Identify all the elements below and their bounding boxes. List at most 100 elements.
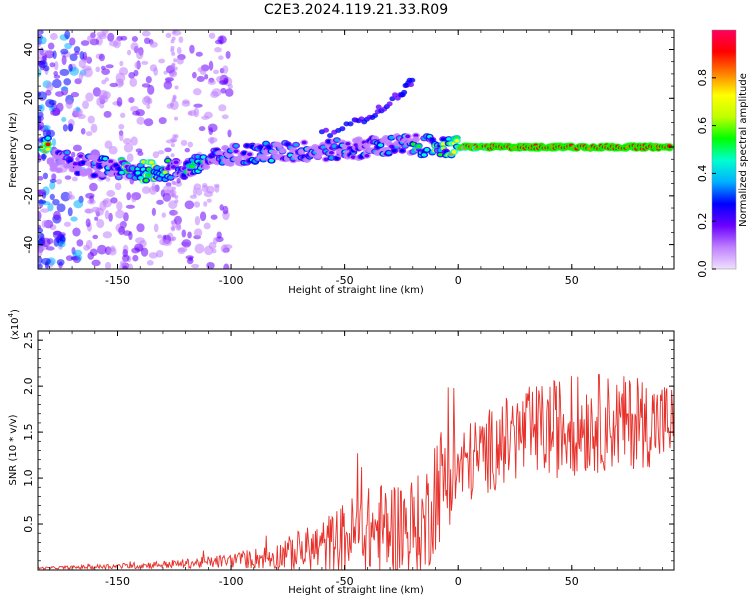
noise-point xyxy=(105,176,111,182)
noise-point xyxy=(38,189,47,196)
ridge-point xyxy=(266,145,272,149)
noise-point xyxy=(87,115,95,124)
noise-point xyxy=(157,150,165,155)
noise-point xyxy=(141,30,151,37)
ridge-point xyxy=(410,142,416,146)
noise-point xyxy=(119,131,124,142)
noise-point xyxy=(141,186,151,194)
ridge-point xyxy=(203,165,209,169)
noise-point xyxy=(38,91,47,101)
noise-point xyxy=(147,84,155,95)
ridge-point xyxy=(260,155,266,159)
ridge-point xyxy=(241,151,247,155)
ridge-point xyxy=(157,177,163,181)
ridge-point xyxy=(331,144,337,148)
noise-point xyxy=(136,223,145,233)
streak-point xyxy=(170,153,175,158)
noise-point xyxy=(155,249,164,258)
ridge-point xyxy=(75,166,81,170)
noise-point xyxy=(78,71,84,81)
noise-point xyxy=(191,263,200,269)
ridge-point xyxy=(143,178,149,183)
spectrogram-ytick-label-0: -40 xyxy=(22,236,35,254)
ridge-point xyxy=(154,166,160,170)
noise-point xyxy=(98,89,108,100)
ridge-point xyxy=(315,154,321,159)
ridge-point xyxy=(56,168,62,173)
chart-title: C2E3.2024.119.21.33.R09 xyxy=(264,2,448,18)
ridge-point xyxy=(375,151,381,155)
streak-point xyxy=(172,30,177,34)
noise-point xyxy=(108,145,118,155)
noise-point xyxy=(113,38,121,49)
noise-point xyxy=(176,221,181,230)
noise-point xyxy=(151,207,156,217)
spectrogram-marks xyxy=(38,30,674,269)
noise-point xyxy=(187,141,194,148)
noise-point xyxy=(132,254,139,262)
noise-point xyxy=(53,71,59,77)
ridge-point xyxy=(328,156,334,160)
noise-point xyxy=(156,199,164,205)
streak-point xyxy=(174,134,179,139)
noise-point xyxy=(195,188,203,196)
noise-point xyxy=(47,42,55,50)
noise-point xyxy=(40,208,50,213)
branch-point xyxy=(323,127,330,133)
ridge-point xyxy=(345,141,351,146)
noise-point xyxy=(132,110,141,116)
snr-marks xyxy=(38,373,674,570)
noise-point xyxy=(80,128,86,135)
snr-xtick-label-0: -150 xyxy=(105,575,130,588)
snr-frame xyxy=(37,330,675,571)
noise-point xyxy=(41,153,46,162)
noise-point xyxy=(89,248,98,257)
spectrogram-frame xyxy=(37,29,675,270)
streak-point xyxy=(171,186,176,191)
ridge-point xyxy=(437,152,443,157)
noise-point xyxy=(122,265,128,269)
ridge-point xyxy=(168,175,174,180)
noise-point xyxy=(125,204,135,209)
noise-point xyxy=(188,256,194,262)
noise-point xyxy=(102,231,113,239)
ridge-point xyxy=(364,153,370,158)
noise-point xyxy=(127,263,134,269)
noise-point xyxy=(211,248,217,254)
noise-point xyxy=(163,80,173,90)
noise-point xyxy=(115,209,125,219)
noise-point xyxy=(208,127,214,136)
colorbar-gradient xyxy=(711,29,737,270)
noise-point xyxy=(158,117,167,125)
noise-point xyxy=(148,252,158,259)
noise-point xyxy=(204,245,214,256)
noise-point xyxy=(68,63,73,72)
svg-text:(x104): (x104) xyxy=(7,309,21,340)
noise-point xyxy=(161,212,167,218)
noise-point xyxy=(38,199,47,204)
noise-point xyxy=(73,199,84,209)
noise-point xyxy=(153,223,159,233)
noise-point xyxy=(222,205,229,215)
snr-series-line xyxy=(38,373,674,570)
noise-point xyxy=(65,99,73,110)
ridge-point xyxy=(119,170,125,175)
noise-point xyxy=(73,46,81,53)
spectrogram-ytick-label-2: 0 xyxy=(22,144,35,151)
noise-point xyxy=(77,254,82,262)
noise-point xyxy=(96,31,107,38)
noise-point xyxy=(207,79,216,85)
noise-point xyxy=(149,41,158,48)
snr-ytick-label-4: 2.5 xyxy=(22,331,35,349)
noise-point xyxy=(189,194,198,199)
noise-point xyxy=(60,191,71,202)
noise-point xyxy=(189,44,195,54)
noise-point xyxy=(146,104,151,110)
noise-point xyxy=(120,112,126,118)
ridge-point xyxy=(334,138,340,142)
ridge-point xyxy=(271,150,277,155)
snr-ytick-label-2: 1.5 xyxy=(22,423,35,441)
noise-point xyxy=(178,36,184,43)
noise-point xyxy=(45,98,55,108)
noise-point xyxy=(134,61,142,69)
